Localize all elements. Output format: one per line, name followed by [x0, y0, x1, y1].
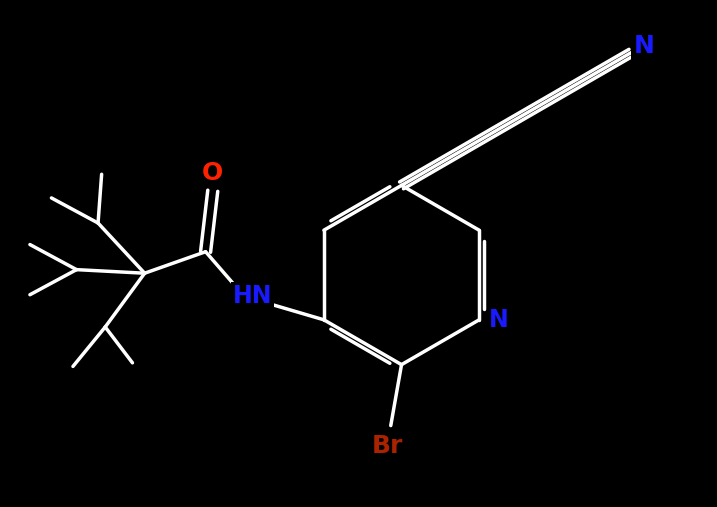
Text: Br: Br — [371, 433, 403, 458]
Text: N: N — [633, 33, 655, 58]
Text: N: N — [489, 308, 509, 332]
Text: HN: HN — [232, 284, 272, 308]
Text: O: O — [202, 161, 224, 185]
